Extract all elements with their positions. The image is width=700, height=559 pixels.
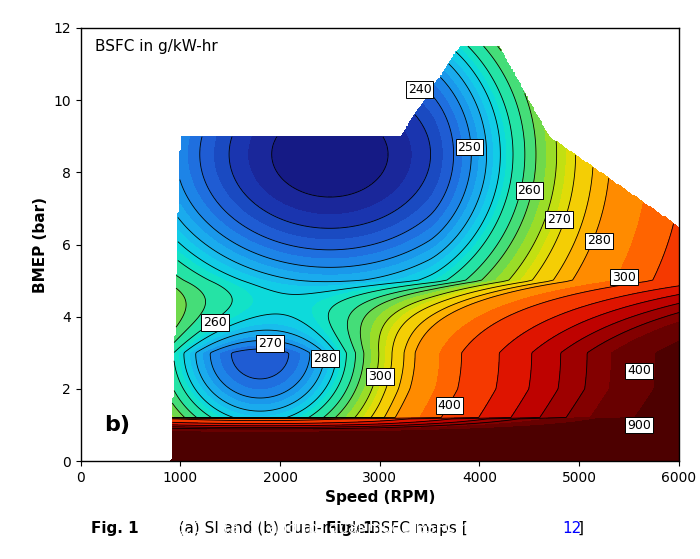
Text: 270: 270: [547, 213, 571, 226]
Text: Fig. 1: Fig. 1: [91, 521, 139, 536]
Text: 240: 240: [408, 83, 431, 96]
Text: 260: 260: [517, 184, 541, 197]
Text: 300: 300: [612, 271, 636, 283]
Text: 270: 270: [258, 337, 282, 350]
Text: BSFC in g/kW-hr: BSFC in g/kW-hr: [95, 39, 218, 54]
Text: 250: 250: [458, 140, 482, 154]
Text: 300: 300: [368, 370, 392, 383]
Text: 400: 400: [627, 364, 651, 377]
Text: 280: 280: [587, 234, 611, 248]
Text: Fig. 1: Fig. 1: [326, 521, 374, 536]
Text: (a) SI and (b) dual-mode BSFC maps [: (a) SI and (b) dual-mode BSFC maps [: [164, 521, 468, 536]
Text: 400: 400: [438, 399, 461, 412]
Text: 12: 12: [562, 521, 581, 536]
Text: ]: ]: [578, 521, 584, 536]
Text: 280: 280: [313, 352, 337, 365]
X-axis label: Speed (RPM): Speed (RPM): [325, 490, 435, 505]
Text: 260: 260: [203, 316, 227, 329]
Text: 900: 900: [627, 419, 651, 432]
Text: Fig. 1    (a) SI and (b) dual-mode BSFC maps [12]: Fig. 1 (a) SI and (b) dual-mode BSFC map…: [162, 521, 538, 536]
Text: b): b): [104, 415, 130, 435]
Y-axis label: BMEP (bar): BMEP (bar): [33, 197, 48, 292]
